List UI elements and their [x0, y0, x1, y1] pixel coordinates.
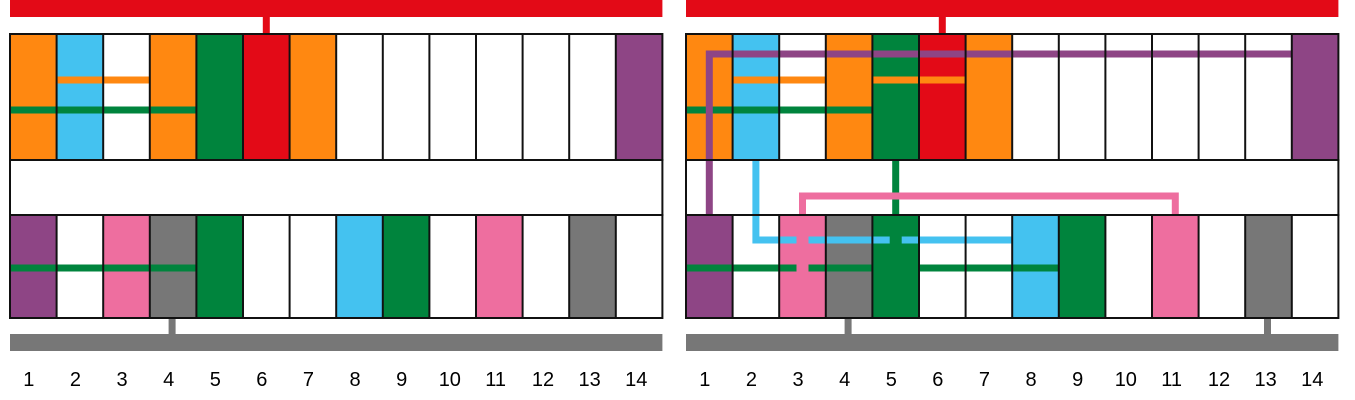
top-cell-6 — [243, 34, 290, 160]
column-number: 14 — [1301, 369, 1323, 391]
column-number: 12 — [532, 369, 554, 391]
bottom-cell-13 — [1245, 215, 1292, 318]
bottom-cell-12 — [1198, 215, 1246, 318]
bottom-cell-7 — [289, 215, 337, 318]
top-cell-12 — [522, 34, 570, 160]
column-number: 4 — [163, 369, 174, 391]
column-number: 14 — [625, 369, 647, 391]
column-number: 1 — [23, 369, 34, 391]
top-cell-4 — [149, 34, 197, 160]
panel-right: 1 2 3 4 5 6 7 8 9 10 11 12 13 14 — [685, 0, 1340, 391]
column-number: 10 — [1115, 369, 1137, 391]
column-number: 9 — [1072, 369, 1083, 391]
column-number: 3 — [117, 369, 128, 391]
column-number: 6 — [256, 369, 267, 391]
column-number: 4 — [839, 369, 850, 391]
blue-link-a — [752, 160, 797, 244]
bottom-bus-bar — [686, 334, 1339, 351]
column-number: 13 — [1255, 369, 1277, 391]
column-number: 6 — [932, 369, 943, 391]
bottom-cell-13 — [569, 215, 616, 318]
bottom-cell-11 — [1152, 215, 1199, 318]
bottom-cell-9 — [1058, 215, 1106, 318]
bottom-cell-10 — [429, 215, 476, 318]
top-cell-14 — [615, 34, 663, 160]
column-number: 1 — [699, 369, 710, 391]
bottom-cell-12 — [522, 215, 570, 318]
bottom-cell-5 — [196, 215, 243, 318]
purple-link — [705, 50, 1292, 216]
top-cell-5 — [196, 34, 243, 160]
bottom-cell-10 — [1105, 215, 1152, 318]
column-number: 8 — [1026, 369, 1037, 391]
column-number: 2 — [70, 369, 81, 391]
top-bus-bar — [686, 0, 1339, 17]
bottom-cell-14 — [615, 215, 663, 318]
top-cell-7 — [289, 34, 337, 160]
column-number: 8 — [350, 369, 361, 391]
bottom-cell-8 — [336, 215, 383, 318]
top-bus-bar — [10, 0, 663, 17]
bottom-cell-9 — [382, 215, 430, 318]
column-number: 10 — [439, 369, 461, 391]
bottom-cell-6 — [243, 215, 290, 318]
bottom-cell-11 — [476, 215, 523, 318]
column-number: 3 — [793, 369, 804, 391]
bottom-bus-bar — [10, 334, 663, 351]
column-number: 5 — [210, 369, 221, 391]
bottom-cell-14 — [1291, 215, 1339, 318]
column-number: 9 — [396, 369, 407, 391]
top-cell-13 — [569, 34, 616, 160]
top-cell-3 — [103, 34, 150, 160]
top-cell-14 — [1291, 34, 1339, 160]
column-number: 11 — [1161, 369, 1182, 391]
column-number: 13 — [579, 369, 601, 391]
column-number: 7 — [303, 369, 314, 391]
top-cell-8 — [336, 34, 383, 160]
column-number: 5 — [886, 369, 897, 391]
column-number: 12 — [1208, 369, 1230, 391]
panel-left: 1 2 3 4 5 6 7 8 9 10 11 12 13 14 — [9, 0, 664, 391]
column-number: 7 — [979, 369, 990, 391]
top-cell-11 — [476, 34, 523, 160]
top-cell-10 — [429, 34, 476, 160]
top-cell-2 — [56, 34, 104, 160]
column-number: 2 — [746, 369, 757, 391]
column-number: 11 — [485, 369, 506, 391]
pink-link — [799, 192, 1179, 272]
top-cell-1 — [10, 34, 57, 160]
top-cell-9 — [382, 34, 430, 160]
